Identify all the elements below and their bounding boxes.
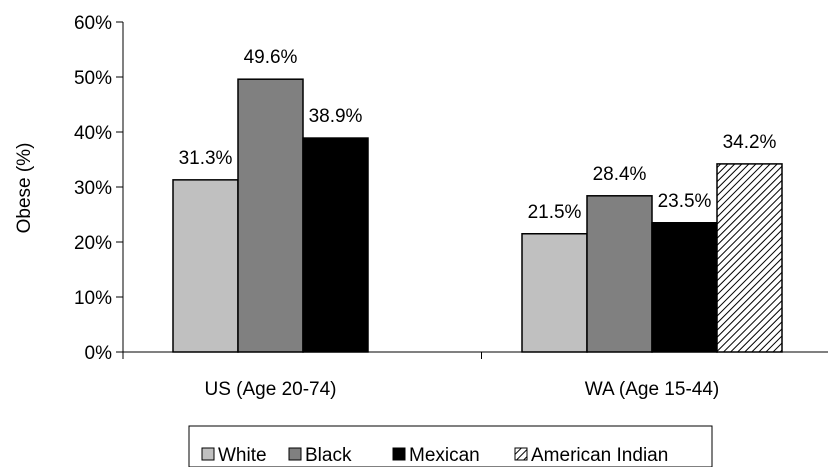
legend-label: Mexican <box>409 445 480 466</box>
legend-box <box>188 425 713 467</box>
data-label: 21.5% <box>528 202 582 223</box>
bars <box>172 78 783 353</box>
data-label: 23.5% <box>658 191 712 212</box>
bar-black-2 <box>586 195 653 353</box>
y-tick-label: 60% <box>74 13 112 34</box>
bar-american-indian-2 <box>716 163 783 353</box>
bar-mexican-2 <box>651 222 718 353</box>
legend-swatch-mexican <box>392 447 406 461</box>
y-tick-label: 10% <box>74 288 112 309</box>
y-tick-label: 20% <box>74 233 112 254</box>
y-tick-label: 30% <box>74 178 112 199</box>
legend-swatch-white <box>201 447 215 461</box>
bar-white-1 <box>172 179 239 353</box>
bar-black-1 <box>237 78 304 353</box>
y-axis-title: Obese (%) <box>14 143 35 234</box>
data-label: 28.4% <box>593 164 647 185</box>
data-label: 34.2% <box>723 132 777 153</box>
category-labels: US (Age 20-74) WA (Age 15-44) <box>204 379 719 400</box>
category-label: US (Age 20-74) <box>204 379 336 400</box>
y-tick-label: 40% <box>74 123 112 144</box>
data-label: 38.9% <box>309 106 363 127</box>
category-label: WA (Age 15-44) <box>585 379 719 400</box>
data-label: 31.3% <box>179 148 233 169</box>
y-axis: 0% 10% 20% 30% 40% 50% 60% <box>74 13 124 364</box>
data-label: 49.6% <box>244 47 298 68</box>
legend-label: Black <box>305 445 352 466</box>
legend-swatch-american-indian <box>514 447 528 461</box>
legend-label: White <box>218 445 267 466</box>
x-axis <box>122 351 828 359</box>
legend-swatch-black <box>288 447 302 461</box>
data-labels: 31.3% 49.6% 38.9% 21.5% 28.4% 23.5% 34.2% <box>179 47 777 223</box>
legend: White Black Mexican American Indian <box>188 425 713 467</box>
y-tick-label: 0% <box>85 343 113 364</box>
legend-label: American Indian <box>531 445 668 466</box>
bar-mexican-1 <box>302 137 369 353</box>
y-tick-label: 50% <box>74 68 112 89</box>
bar-white-2 <box>521 233 588 353</box>
